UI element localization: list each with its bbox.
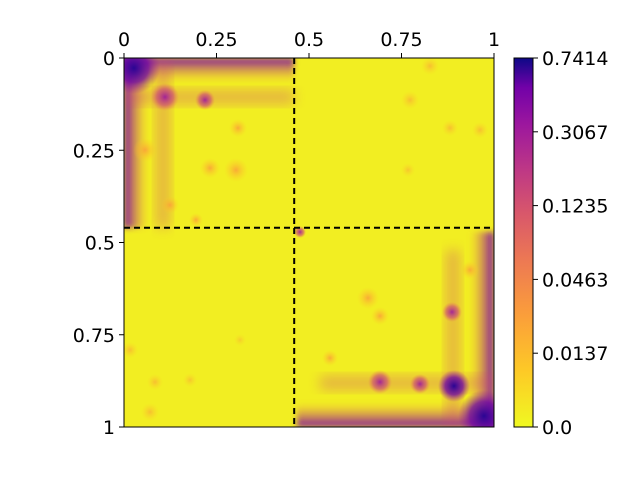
heatmap-background xyxy=(124,58,494,427)
y-tick-label: 1 xyxy=(103,417,115,439)
x-tick-label: 1 xyxy=(488,29,500,51)
x-tick-label: 0.25 xyxy=(195,29,237,51)
heatmap-diagonal-block-bottom-right xyxy=(294,226,494,427)
colorbar-tick-label: 0.0 xyxy=(542,417,572,439)
colorbar-gradient xyxy=(513,57,534,428)
x-tick-label: 0 xyxy=(118,29,130,51)
colorbar-tick-label: 0.0137 xyxy=(542,343,608,365)
x-tick-label: 0.75 xyxy=(380,29,422,51)
colorbar-tick-label: 0.3067 xyxy=(542,122,608,144)
y-tick-label: 0.25 xyxy=(73,140,115,162)
y-axis-left: 0 0.25 0.5 0.75 1 xyxy=(73,48,124,439)
x-axis-top: 0 0.25 0.5 0.75 1 xyxy=(118,29,500,58)
x-tick-label: 0.5 xyxy=(294,29,324,51)
colorbar-ticks: 0.0 0.0137 0.0463 0.1235 0.3067 0.7414 xyxy=(533,48,608,439)
heatmap-off-diagonal-spots xyxy=(124,58,488,421)
colorbar-tick-label: 0.1235 xyxy=(542,196,608,218)
y-tick-label: 0 xyxy=(103,48,115,70)
heatmap-plot-area xyxy=(123,57,495,428)
colorbar-tick-label: 0.0463 xyxy=(542,269,608,291)
heatmap-diagonal-block-top-left xyxy=(124,58,294,228)
colorbar-tick-label: 0.7414 xyxy=(542,48,608,70)
y-tick-label: 0.75 xyxy=(73,325,115,347)
colorbar: 0.0 0.0137 0.0463 0.1235 0.3067 0.7414 xyxy=(513,48,608,439)
y-tick-label: 0.5 xyxy=(85,233,115,255)
